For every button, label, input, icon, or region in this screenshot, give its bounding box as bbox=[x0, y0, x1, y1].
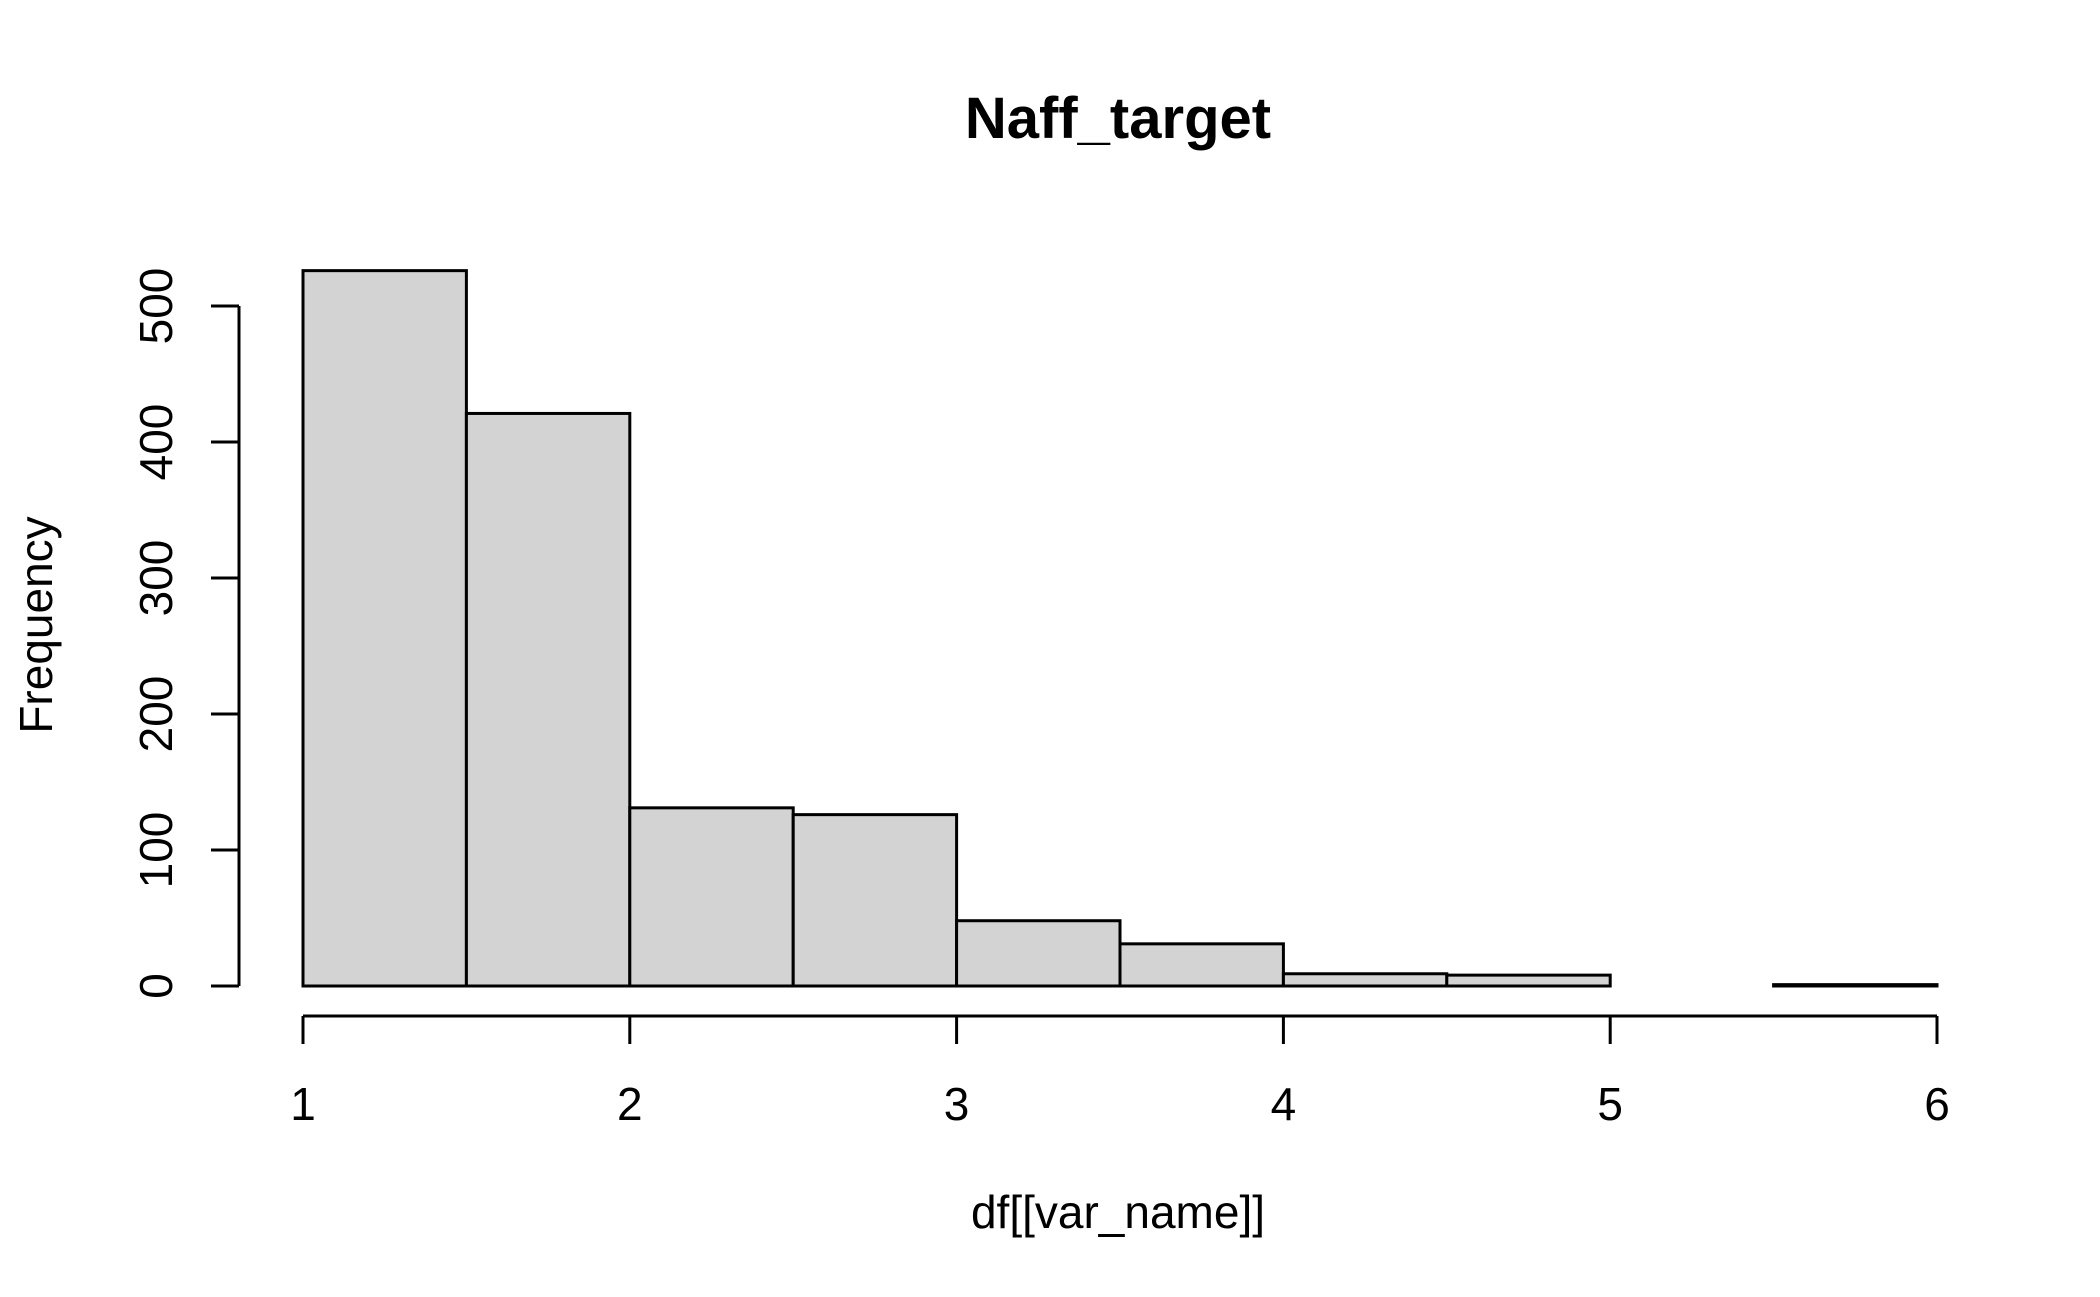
histogram-bar-8 bbox=[1445, 973, 1612, 988]
histogram-bar-4 bbox=[791, 813, 959, 988]
x-axis: 1 2 3 4 5 6 bbox=[290, 1014, 1950, 1130]
x-tick-label: 3 bbox=[944, 1078, 970, 1130]
y-tick-label: 300 bbox=[130, 540, 182, 617]
y-tick-label: 100 bbox=[130, 812, 182, 889]
histogram-bar-3 bbox=[628, 806, 795, 988]
y-axis-label: Frequency bbox=[10, 516, 62, 733]
x-tick-label: 4 bbox=[1271, 1078, 1297, 1130]
chart-title: Naff_target bbox=[965, 86, 1271, 151]
histogram-bar-6 bbox=[1118, 942, 1285, 988]
x-tick-label: 2 bbox=[617, 1078, 643, 1130]
histogram-bar-2 bbox=[464, 411, 632, 988]
x-tick-label: 6 bbox=[1924, 1078, 1950, 1130]
y-tick-label: 0 bbox=[130, 973, 182, 999]
histogram-bar-10 bbox=[1772, 983, 1939, 988]
y-tick-label: 400 bbox=[130, 404, 182, 481]
x-tick-label: 5 bbox=[1597, 1078, 1623, 1130]
y-axis: 0 100 200 300 400 500 bbox=[130, 268, 241, 999]
histogram-bar-7 bbox=[1281, 972, 1449, 988]
x-tick-label: 1 bbox=[290, 1078, 316, 1130]
y-tick-label: 200 bbox=[130, 676, 182, 753]
bars-group bbox=[301, 269, 1939, 988]
y-tick-label: 500 bbox=[130, 268, 182, 345]
histogram-bar-1 bbox=[301, 269, 468, 988]
histogram-bar-5 bbox=[955, 919, 1122, 988]
x-axis-label: df[[var_name]] bbox=[971, 1186, 1265, 1238]
